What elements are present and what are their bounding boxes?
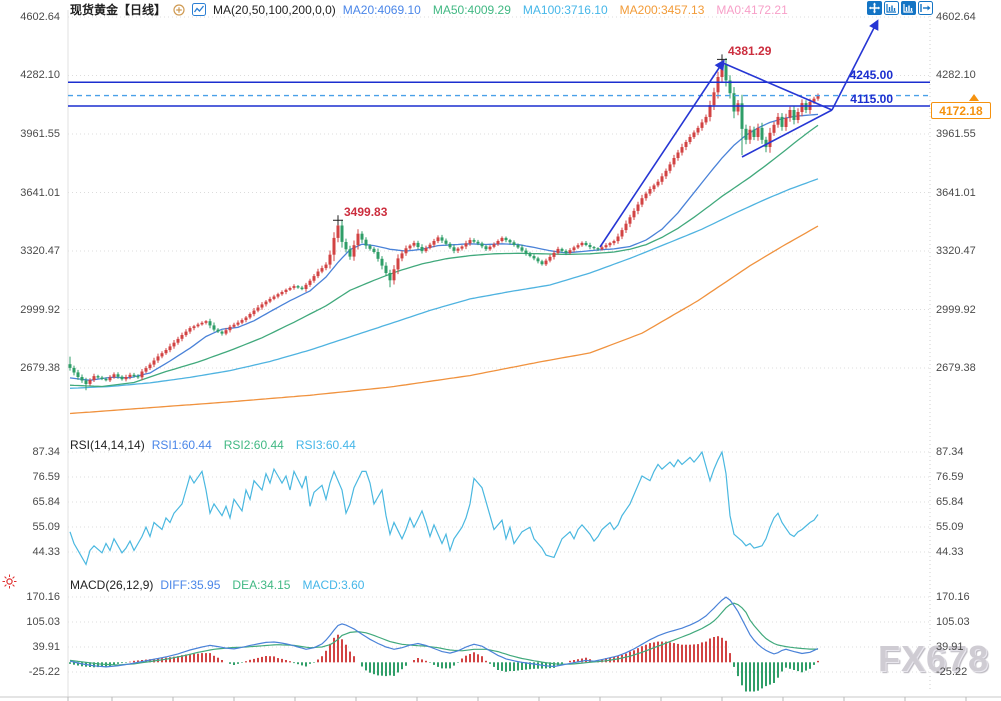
axis-scale-icon[interactable] <box>884 1 899 15</box>
main-y-tick-right: 3320.47 <box>936 244 976 257</box>
main-y-tick-right: 2679.38 <box>936 362 976 374</box>
auto-scale-icon[interactable] <box>901 1 916 15</box>
rsi-y-tick-left: 65.84 <box>32 495 60 508</box>
ma-value-3: MA200:3457.13 <box>619 2 705 17</box>
drawn-trendlines[interactable] <box>599 19 879 248</box>
ma-line-ma20 <box>69 113 819 381</box>
rsi-panel-header: RSI(14,14,14) RSI1:60.44 RSI2:60.44 RSI3:6… <box>70 438 356 452</box>
rsi-y-tick-left: 87.34 <box>32 446 60 458</box>
macd-y-tick-left: 170.16 <box>26 591 60 603</box>
candles-layer[interactable] <box>68 57 820 391</box>
main-y-tick-left: 4602.64 <box>20 11 60 23</box>
macd-y-tick-right: 105.03 <box>936 616 970 628</box>
macd-panel-header: MACD(26,12,9) DIFF:35.95 DEA:34.15 MACD:3.… <box>70 578 364 592</box>
rsi-y-tick-left: 76.59 <box>32 470 60 483</box>
rsi-value-2: RSI3:60.44 <box>295 438 356 452</box>
rsi-y-tick-right: 55.09 <box>936 520 964 533</box>
main-y-tick-right: 3641.01 <box>936 186 976 199</box>
main-chart-header: 现货黄金【日线】 MA(20,50,100,200,0,0) MA20:4069… <box>70 1 788 18</box>
macd-value-0: DIFF:35.95 <box>160 578 221 592</box>
rsi-y-tick-right: 76.59 <box>936 470 964 483</box>
rsi-title: RSI(14,14,14) <box>70 438 145 452</box>
chart-toolbar <box>867 1 933 15</box>
rsi-y-tick-right: 44.33 <box>936 546 964 558</box>
main-y-tick-left: 4282.10 <box>20 69 60 82</box>
macd-y-tick-right: 170.16 <box>936 591 970 603</box>
macd-y-tick-left: 105.03 <box>26 616 60 628</box>
horizontal-price-lines[interactable] <box>68 81 930 107</box>
pan-crosshair-icon[interactable] <box>867 1 882 15</box>
ma-line-ma200 <box>69 225 819 415</box>
rsi-y-tick-left: 44.33 <box>32 546 60 558</box>
ma-value-0: MA20:4069.10 <box>342 2 421 17</box>
hot-quote-sun-icon[interactable] <box>2 574 17 589</box>
ma-value-1: MA50:4009.29 <box>432 2 511 17</box>
rsi-line <box>69 450 819 566</box>
macd-y-tick-right: 39.91 <box>936 640 964 653</box>
ma-line-ma100 <box>69 178 819 389</box>
swing-high-label: 3499.83 <box>344 205 388 219</box>
main-y-tick-right: 4282.10 <box>936 69 976 82</box>
rsi-y-tick-right: 65.84 <box>936 495 964 508</box>
rsi-y-tick-left: 55.09 <box>32 520 60 533</box>
dea-line <box>69 602 819 666</box>
watermark: FX678 <box>878 638 990 679</box>
ma-values: MA20:4069.10 MA50:4009.29 MA100:3716.10 MA2… <box>343 3 788 17</box>
period-label: 【日线】 <box>118 3 167 17</box>
rsi-y-tick-right: 87.34 <box>936 446 964 458</box>
current-price-tag: 4172.18 <box>931 102 991 119</box>
main-y-tick-left: 3961.55 <box>20 128 60 140</box>
ma-lines <box>69 113 819 415</box>
main-y-tick-right: 4602.64 <box>936 11 976 23</box>
marked-point-crosses <box>333 54 727 226</box>
macd-y-tick-right: -25.22 <box>936 666 968 678</box>
macd-title: MACD(26,12,9) <box>70 578 154 592</box>
macd-value-2: MACD:3.60 <box>302 578 365 592</box>
macd-y-tick-left: -25.22 <box>28 666 60 678</box>
chart-type-icon[interactable] <box>192 3 207 16</box>
macd-lines <box>69 596 819 668</box>
gridlines <box>67 10 931 697</box>
main-y-tick-right: 3961.55 <box>936 128 976 140</box>
lower-hline-label[interactable]: 4115.00 <box>850 92 893 106</box>
main-y-tick-left: 2999.92 <box>20 303 60 316</box>
macd-histogram <box>69 634 819 692</box>
macd-y-tick-left: 39.91 <box>32 640 60 653</box>
diff-line <box>69 596 819 668</box>
peak-high-label: 4381.29 <box>728 44 772 58</box>
ma-function-label: MA(20,50,100,200,0,0) <box>213 2 336 17</box>
main-y-tick-left: 2679.38 <box>20 362 60 374</box>
rsi-value-0: RSI1:60.44 <box>151 438 212 452</box>
price-up-arrow-icon <box>969 94 979 101</box>
macd-values: DIFF:35.95 DEA:34.15 MACD:3.60 <box>160 578 364 592</box>
macd-value-1: DEA:34.15 <box>232 578 291 592</box>
ma-value-4: MA0:4172.21 <box>716 2 788 17</box>
rsi-values: RSI1:60.44 RSI2:60.44 RSI3:60.44 <box>152 438 356 452</box>
rsi-value-1: RSI2:60.44 <box>223 438 284 452</box>
symbol-name: 现货黄金 <box>70 3 119 17</box>
plus-circle-icon[interactable] <box>173 3 185 16</box>
ma-line-ma50 <box>69 124 819 388</box>
export-icon[interactable] <box>918 1 933 15</box>
upper-hline-label[interactable]: 4245.00 <box>849 68 893 82</box>
main-y-tick-left: 3320.47 <box>20 244 60 257</box>
main-y-tick-right: 2999.92 <box>936 303 976 316</box>
time-axis[interactable] <box>0 696 1001 701</box>
ma-value-2: MA100:3716.10 <box>522 2 608 17</box>
main-y-tick-left: 3641.01 <box>20 186 60 199</box>
